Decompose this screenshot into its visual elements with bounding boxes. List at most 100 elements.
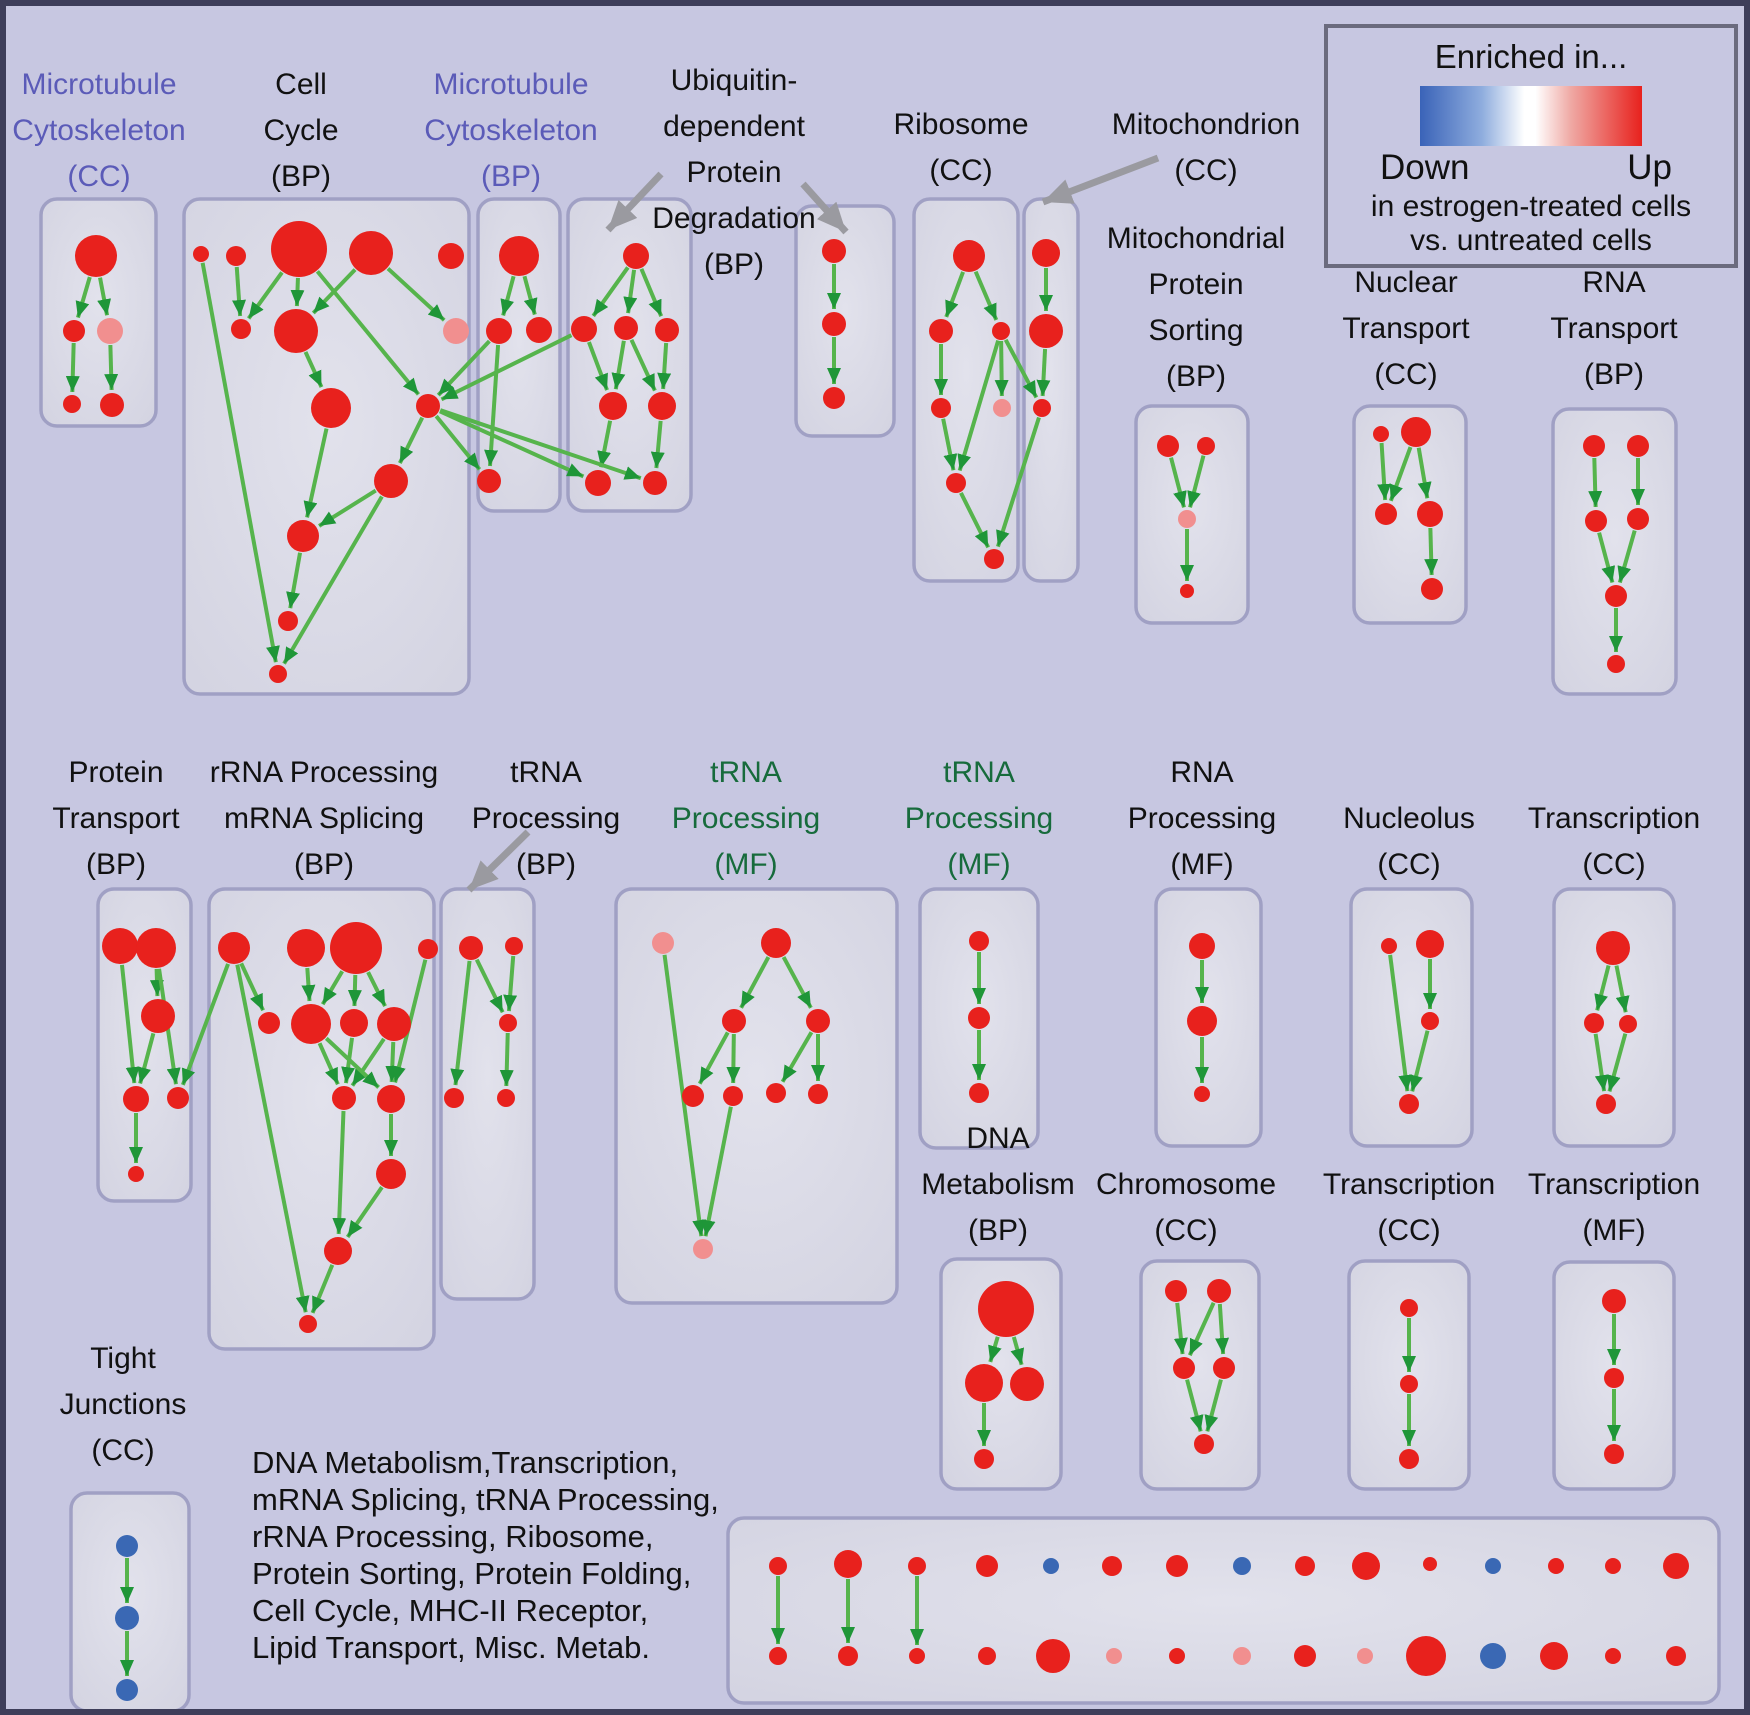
- cluster-box-nucleolus-cc: [1349, 887, 1474, 1148]
- go-term-node-nt2: [1401, 417, 1431, 447]
- go-term-node-s6t: [1102, 1556, 1122, 1576]
- edge-mc2-b10: [436, 339, 491, 397]
- go-term-node-mp2: [1197, 437, 1215, 455]
- go-term-node-m2: [761, 928, 791, 958]
- go-term-node-ch4: [1213, 1357, 1235, 1379]
- go-term-node-s7t: [1166, 1555, 1188, 1577]
- edge-b10-d8: [439, 408, 642, 481]
- go-term-node-r10: [377, 1085, 405, 1113]
- cluster-box-microtubule-cc: [39, 197, 158, 428]
- go-term-node-ch3: [1173, 1357, 1195, 1379]
- edge-pt3-pt4: [137, 1032, 156, 1085]
- go-term-node-nt4: [1417, 501, 1443, 527]
- edge-m2-m3: [739, 956, 771, 1009]
- cluster-label-ribosome-cc: Ribosome (CC): [893, 108, 1028, 187]
- go-term-node-s12b: [1480, 1643, 1506, 1669]
- go-term-node-dm1: [978, 1281, 1034, 1337]
- edge-d2-b10: [440, 333, 573, 402]
- go-term-node-r4: [418, 939, 438, 959]
- go-term-node-b4: [349, 231, 393, 275]
- edge-nc3-nc4: [1409, 1030, 1430, 1092]
- cluster-label-rrna-processing-mrna-splicing: rRNA Processing mRNA Splicing (BP): [210, 756, 438, 881]
- go-term-node-r8: [377, 1007, 411, 1041]
- edge-f6-f7: [959, 491, 990, 549]
- cluster-label-trna-processing-mf-1: tRNA Processing (MF): [672, 756, 820, 881]
- go-term-node-nc3: [1421, 1012, 1439, 1030]
- edge-tc3-tc4: [1606, 1033, 1628, 1092]
- cluster-label-rna-transport: RNA Transport (BP): [1550, 266, 1678, 391]
- edge-mc1-mc2: [500, 275, 516, 317]
- cluster-label-microtubule-cc: Microtubule Cytoskeleton (CC): [12, 68, 185, 193]
- edge-m4-m7: [780, 1031, 814, 1083]
- go-term-node-d8: [643, 471, 667, 495]
- go-term-node-rt3: [1585, 510, 1607, 532]
- go-term-node-nt3: [1375, 503, 1397, 525]
- go-term-node-m1: [652, 932, 674, 954]
- cluster-label-mitochondrial-protein-sorting: Mitochondrial Protein Sorting (BP): [1107, 222, 1285, 393]
- cluster-label-chromosome-cc: Chromosome (CC): [1096, 1168, 1276, 1247]
- cluster-label-trna-processing-mf-2: tRNA Processing (MF): [905, 756, 1053, 881]
- go-term-node-s11b: [1406, 1636, 1446, 1676]
- cluster-label-ubiquitin-degradation-net: Ubiquitin-dependent Protein Degradation (BP…: [652, 64, 815, 281]
- edge-m3-m6: [726, 1033, 741, 1084]
- label-pointer-arrow-2: [800, 181, 849, 235]
- go-term-node-b2: [226, 246, 246, 266]
- legend-caption: in estrogen-treated cells vs. untreated …: [1370, 190, 1692, 257]
- edge-nt1-nt3: [1377, 442, 1392, 501]
- edge-tb1-tb3: [474, 958, 505, 1014]
- edge-d3-d5: [611, 340, 626, 390]
- edge-mp2-mp3: [1187, 455, 1206, 508]
- go-term-node-ch2: [1207, 1279, 1231, 1303]
- misc-categories-text: DNA Metabolism,Transcription, mRNA Splic…: [252, 1445, 719, 1665]
- go-term-node-b9: [311, 388, 351, 428]
- edge-b11-b14: [282, 495, 384, 665]
- go-term-node-f3: [992, 322, 1010, 340]
- edge-b10-b11: [398, 416, 425, 464]
- go-term-node-pt3: [141, 999, 175, 1033]
- go-term-node-s13b: [1540, 1642, 1568, 1670]
- go-term-node-r12: [324, 1237, 352, 1265]
- go-term-node-s9t: [1295, 1556, 1315, 1576]
- go-term-node-rt1: [1583, 435, 1605, 457]
- edge-nt2-nt4: [1416, 447, 1432, 499]
- go-term-node-f6: [946, 473, 966, 493]
- edge-a2-a4: [65, 342, 80, 393]
- cluster-label-cell-cycle: Cell Cycle (BP): [263, 68, 338, 193]
- go-term-node-dm2: [965, 1364, 1003, 1402]
- label-pointer-arrow-4: [466, 829, 531, 893]
- go-term-node-s14t: [1605, 1558, 1621, 1574]
- go-term-node-f4: [931, 398, 951, 418]
- go-term-node-b14: [269, 665, 287, 683]
- go-term-node-s9b: [1294, 1645, 1316, 1667]
- go-term-node-s6b: [1106, 1648, 1122, 1664]
- edge-d5-d7: [597, 420, 613, 468]
- go-term-node-pt4: [123, 1086, 149, 1112]
- go-term-node-g1: [1032, 239, 1060, 267]
- go-term-node-rp3: [1194, 1086, 1210, 1102]
- edge-b1-b14: [200, 262, 280, 663]
- go-term-node-b7: [274, 309, 318, 353]
- go-term-node-tb4: [444, 1088, 464, 1108]
- label-pointer-arrow-3: [1041, 154, 1160, 206]
- edge-r3-r7: [347, 974, 362, 1007]
- edge-d1-d3: [623, 269, 638, 314]
- go-term-node-s5t: [1043, 1558, 1059, 1574]
- go-term-node-tj3: [116, 1679, 138, 1701]
- go-term-node-tb1: [459, 936, 483, 960]
- edge-nt2-nt3: [1388, 446, 1413, 502]
- go-term-node-r9: [332, 1086, 356, 1110]
- go-term-node-r5: [258, 1012, 280, 1034]
- go-term-node-tj1: [116, 1535, 138, 1557]
- go-term-node-m6: [723, 1086, 743, 1106]
- go-term-node-a5: [100, 393, 124, 417]
- go-term-node-b12: [287, 520, 319, 552]
- go-term-node-b1: [193, 246, 209, 262]
- go-term-node-r6: [291, 1004, 331, 1044]
- edge-ch2-ch4: [1215, 1303, 1230, 1355]
- edge-b10-d7: [439, 409, 585, 479]
- edge-r8-r10: [385, 1041, 400, 1083]
- go-term-node-mc2: [486, 318, 512, 344]
- edge-f1-f3: [973, 270, 999, 321]
- edge-pt2-pt3: [149, 968, 164, 997]
- go-term-node-r7: [340, 1009, 368, 1037]
